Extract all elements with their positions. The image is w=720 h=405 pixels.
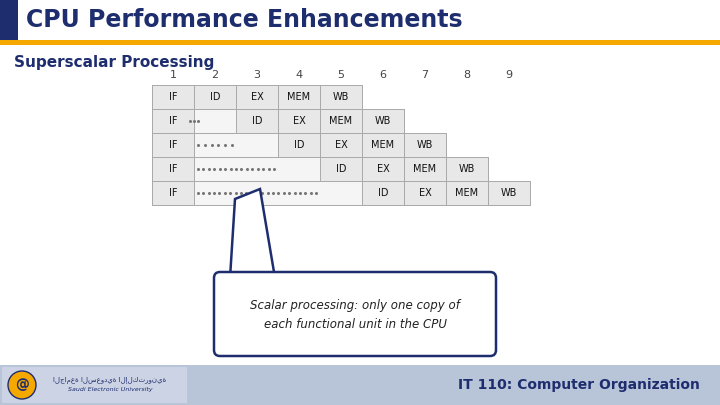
Text: MEM: MEM bbox=[287, 92, 310, 102]
Text: ID: ID bbox=[210, 92, 220, 102]
Text: Saudi Electronic University: Saudi Electronic University bbox=[68, 388, 153, 392]
Text: EX: EX bbox=[418, 188, 431, 198]
Text: 1: 1 bbox=[169, 70, 176, 80]
Bar bbox=[236, 85, 278, 109]
Text: EX: EX bbox=[377, 164, 390, 174]
Text: IF: IF bbox=[168, 116, 177, 126]
Text: ID: ID bbox=[252, 116, 262, 126]
Text: 5: 5 bbox=[338, 70, 344, 80]
Bar bbox=[152, 109, 404, 133]
Bar bbox=[278, 109, 320, 133]
Text: WB: WB bbox=[417, 140, 433, 150]
Bar bbox=[152, 157, 194, 181]
Bar bbox=[152, 85, 362, 109]
Text: 2: 2 bbox=[212, 70, 219, 80]
Bar bbox=[236, 109, 278, 133]
Polygon shape bbox=[230, 189, 275, 278]
FancyBboxPatch shape bbox=[214, 272, 496, 356]
Bar bbox=[152, 157, 488, 181]
Text: 9: 9 bbox=[505, 70, 513, 80]
Text: ID: ID bbox=[378, 188, 388, 198]
Text: الجامعة السعودية الإلكترونية: الجامعة السعودية الإلكترونية bbox=[53, 377, 166, 384]
Text: EX: EX bbox=[335, 140, 347, 150]
Text: MEM: MEM bbox=[456, 188, 479, 198]
Bar bbox=[2, 367, 187, 403]
Bar bbox=[0, 0, 18, 40]
Text: 4: 4 bbox=[295, 70, 302, 80]
Bar bbox=[404, 133, 446, 157]
Text: 8: 8 bbox=[464, 70, 471, 80]
Bar bbox=[152, 109, 194, 133]
Bar bbox=[320, 109, 362, 133]
Bar bbox=[362, 109, 404, 133]
Text: @: @ bbox=[15, 378, 29, 392]
Text: ID: ID bbox=[336, 164, 346, 174]
Bar bbox=[320, 157, 362, 181]
Text: WB: WB bbox=[501, 188, 517, 198]
Bar bbox=[232, 276, 273, 279]
Text: 7: 7 bbox=[421, 70, 428, 80]
Text: EX: EX bbox=[251, 92, 264, 102]
Text: WB: WB bbox=[375, 116, 391, 126]
Bar bbox=[0, 40, 720, 45]
Text: IT 110: Computer Organization: IT 110: Computer Organization bbox=[458, 378, 700, 392]
Text: each functional unit in the CPU: each functional unit in the CPU bbox=[264, 318, 446, 330]
Bar bbox=[278, 85, 320, 109]
Bar bbox=[0, 365, 720, 405]
Bar bbox=[404, 157, 446, 181]
Bar bbox=[152, 133, 446, 157]
Bar bbox=[488, 181, 530, 205]
Text: Scalar processing: only one copy of: Scalar processing: only one copy of bbox=[250, 298, 460, 311]
Text: IF: IF bbox=[168, 188, 177, 198]
Text: IF: IF bbox=[168, 164, 177, 174]
Bar bbox=[362, 133, 404, 157]
Circle shape bbox=[8, 371, 36, 399]
Text: MEM: MEM bbox=[330, 116, 353, 126]
Bar bbox=[362, 181, 404, 205]
Bar bbox=[152, 181, 530, 205]
Text: 6: 6 bbox=[379, 70, 387, 80]
Bar bbox=[152, 181, 194, 205]
Text: ID: ID bbox=[294, 140, 305, 150]
Bar bbox=[278, 133, 320, 157]
Bar bbox=[320, 85, 362, 109]
Text: IF: IF bbox=[168, 92, 177, 102]
Bar bbox=[404, 181, 446, 205]
Text: MEM: MEM bbox=[413, 164, 436, 174]
Bar bbox=[152, 133, 194, 157]
Text: CPU Performance Enhancements: CPU Performance Enhancements bbox=[26, 8, 463, 32]
Text: WB: WB bbox=[459, 164, 475, 174]
Text: EX: EX bbox=[292, 116, 305, 126]
Text: MEM: MEM bbox=[372, 140, 395, 150]
Bar bbox=[320, 133, 362, 157]
Bar bbox=[152, 85, 194, 109]
Text: WB: WB bbox=[333, 92, 349, 102]
Text: IF: IF bbox=[168, 140, 177, 150]
Bar bbox=[194, 85, 236, 109]
Bar bbox=[446, 181, 488, 205]
Text: 3: 3 bbox=[253, 70, 261, 80]
Bar bbox=[362, 157, 404, 181]
Text: Superscalar Processing: Superscalar Processing bbox=[14, 55, 215, 70]
Bar bbox=[446, 157, 488, 181]
